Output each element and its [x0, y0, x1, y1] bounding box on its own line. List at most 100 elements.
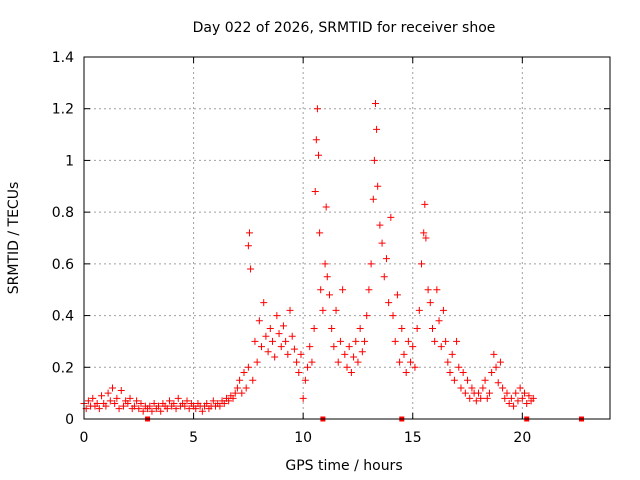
data-point — [258, 343, 266, 351]
data-point — [306, 343, 314, 351]
x-tick-label: 10 — [294, 430, 312, 446]
data-point — [323, 273, 331, 281]
data-point — [369, 195, 377, 203]
grid-layer — [84, 57, 610, 419]
data-point — [240, 368, 248, 376]
data-point — [288, 332, 296, 340]
data-point — [420, 229, 428, 237]
data-point — [490, 350, 498, 358]
data-point — [310, 325, 318, 332]
data-point — [466, 394, 474, 402]
data-point — [442, 337, 450, 345]
data-point — [295, 368, 303, 376]
data-point — [411, 363, 419, 371]
data-point — [209, 397, 217, 405]
data-point — [453, 337, 461, 345]
data-point — [501, 394, 509, 402]
data-point — [415, 306, 423, 314]
data-point — [233, 384, 241, 392]
data-point — [354, 358, 362, 366]
data-point — [279, 322, 287, 330]
data-point — [185, 405, 193, 413]
data-point — [439, 306, 447, 314]
data-point — [334, 358, 342, 366]
data-point — [376, 221, 384, 229]
data-point — [163, 405, 171, 413]
data-point — [130, 402, 138, 410]
y-tick-label: 0.4 — [52, 309, 74, 325]
data-point — [332, 306, 340, 314]
data-point — [316, 229, 324, 237]
data-point — [433, 286, 441, 294]
data-point — [139, 407, 147, 415]
data-point — [216, 402, 224, 410]
data-point — [284, 350, 292, 358]
data-point — [426, 299, 434, 307]
data-point — [418, 260, 426, 268]
data-point — [521, 389, 529, 397]
data-point — [299, 394, 307, 402]
data-point — [345, 343, 353, 351]
data-point — [523, 399, 531, 407]
data-point — [117, 387, 125, 395]
data-point — [358, 348, 366, 356]
data-point — [231, 389, 239, 397]
data-point — [102, 402, 110, 410]
data-point — [385, 299, 393, 307]
y-tick-label: 1.4 — [52, 50, 74, 66]
data-point — [481, 376, 489, 384]
data-point — [282, 337, 290, 345]
data-point — [499, 384, 507, 392]
x-tick-label: 0 — [80, 430, 89, 446]
data-point — [133, 397, 141, 405]
data-point — [229, 394, 237, 402]
data-point — [244, 363, 252, 371]
data-point — [95, 405, 103, 413]
data-point — [347, 368, 355, 376]
data-point — [301, 376, 309, 384]
data-point — [312, 136, 320, 144]
data-point — [266, 325, 274, 332]
data-point — [373, 125, 381, 133]
data-point — [290, 345, 298, 353]
data-point — [393, 291, 401, 299]
data-point — [113, 394, 121, 402]
data-point — [315, 151, 323, 159]
data-point — [457, 384, 465, 392]
data-point — [400, 350, 408, 358]
data-point — [253, 358, 261, 366]
data-point — [421, 200, 429, 208]
data-point — [378, 239, 386, 247]
data-point — [361, 337, 369, 345]
data-point — [93, 399, 101, 407]
data-point — [135, 405, 143, 413]
data-point — [172, 405, 180, 413]
data-point — [148, 407, 156, 415]
data-point — [106, 397, 114, 405]
data-point — [126, 394, 134, 402]
y-tick-label: 1.2 — [52, 102, 74, 118]
data-point — [255, 317, 263, 325]
data-point — [262, 332, 270, 340]
data-point — [198, 407, 206, 415]
data-point — [468, 384, 476, 392]
data-point — [319, 306, 327, 314]
data-point — [183, 397, 191, 405]
data-point — [115, 405, 123, 413]
data-point — [363, 312, 371, 320]
data-point — [398, 325, 406, 332]
data-point — [479, 384, 487, 392]
data-point — [382, 255, 390, 263]
data-point — [424, 286, 432, 294]
data-point — [325, 291, 333, 299]
data-point — [510, 402, 518, 410]
data-point — [336, 337, 344, 345]
data-point — [242, 384, 250, 392]
data-point — [286, 306, 294, 314]
data-point — [464, 376, 472, 384]
data-point — [391, 337, 399, 345]
data-point — [236, 376, 244, 384]
data-point — [111, 399, 119, 407]
x-axis-title: GPS time / hours — [285, 458, 402, 474]
